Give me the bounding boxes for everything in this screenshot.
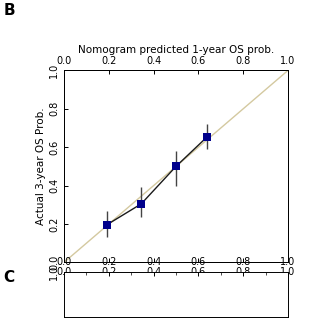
Text: C: C [3, 270, 14, 285]
X-axis label: Nomogram predicted 1-year OS prob.: Nomogram predicted 1-year OS prob. [78, 45, 274, 55]
X-axis label: Nomogram predicted 3-year OS prob.: Nomogram predicted 3-year OS prob. [78, 280, 274, 290]
Y-axis label: Actual 3-year OS Prob.: Actual 3-year OS Prob. [36, 108, 46, 225]
Text: B: B [3, 3, 15, 18]
Point [139, 201, 144, 206]
Point [173, 164, 179, 169]
Point [205, 134, 210, 139]
Point [104, 222, 109, 228]
